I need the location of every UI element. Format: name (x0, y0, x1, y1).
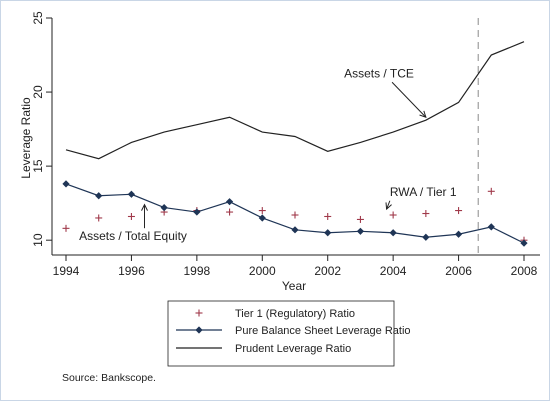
source-note: Source: Bankscope. (62, 372, 156, 384)
series-1-point-3 (160, 204, 168, 212)
x-tick-label-6: 2006 (445, 264, 472, 278)
x-ticks: 1994 1996 1998 2000 2002 2004 2006 2008 (53, 255, 538, 278)
annotations: Assets / TCE RWA / Tier 1 Assets / Total E… (79, 66, 457, 243)
y-axis-title: Leverage Ratio (19, 97, 33, 179)
annotation-0-arrow-head (419, 110, 427, 119)
x-tick-label-0: 1994 (53, 264, 80, 278)
legend-label-prudent: Prudent Leverage Ratio (235, 343, 351, 355)
x-tick-label-1: 1996 (118, 264, 145, 278)
annotation-2: Assets / Total Equity (79, 229, 187, 243)
series-1-point-10 (389, 229, 397, 237)
y-tick-label-1: 15 (31, 159, 45, 173)
legend-item-pure-balance: Pure Balance Sheet Leverage Ratio (176, 325, 411, 337)
series-0-point-8 (324, 212, 332, 220)
annotation-1-arrow-head (385, 202, 392, 211)
annotation-1: RWA / Tier 1 (390, 185, 457, 199)
annotation-0: Assets / TCE (344, 66, 414, 80)
y-tick-label-3: 25 (31, 11, 45, 25)
series-0-point-12 (455, 207, 463, 215)
series-1-point-13 (487, 223, 495, 231)
x-tick-label-3: 2000 (249, 264, 276, 278)
legend-label-tier1: Tier 1 (Regulatory) Ratio (235, 308, 355, 320)
legend-item-prudent: Prudent Leverage Ratio (176, 343, 351, 355)
series-1-point-11 (422, 233, 430, 241)
legend-label-pure-balance: Pure Balance Sheet Leverage Ratio (235, 325, 411, 337)
series-0-point-11 (422, 210, 430, 218)
series-layer (62, 41, 528, 247)
series-1-point-12 (454, 230, 463, 238)
series-0-point-13 (487, 187, 495, 195)
series-1-point-14 (520, 239, 528, 247)
y-tick-label-0: 10 (31, 233, 45, 247)
series-1-point-7 (291, 226, 299, 234)
series-2 (65, 41, 525, 160)
x-tick-label-4: 2002 (314, 264, 341, 278)
x-tick-label-5: 2004 (380, 264, 407, 278)
series-1-point-8 (324, 229, 332, 237)
series-0-point-9 (356, 215, 364, 223)
series-0-point-10 (389, 211, 397, 219)
series-2-line (65, 41, 525, 160)
y-ticks: 10 15 20 25 (31, 11, 52, 247)
y-tick-label-2: 20 (31, 85, 45, 99)
series-1-point-9 (356, 227, 365, 235)
series-0-point-0 (62, 224, 70, 232)
annotation-0-arrow-line (391, 81, 427, 118)
series-1 (62, 180, 528, 247)
series-1-point-4 (193, 208, 201, 216)
plus-marker-icon (195, 309, 203, 317)
legend-plus-marker (195, 309, 203, 317)
annotation-2-arrow-head (141, 203, 148, 211)
x-tick-label-7: 2008 (511, 264, 538, 278)
series-0-point-7 (291, 211, 299, 219)
x-tick-label-2: 1998 (184, 264, 211, 278)
series-1-point-5 (225, 198, 234, 206)
x-axis-title: Year (282, 279, 306, 293)
legend-diamond-marker (195, 326, 203, 334)
series-1-point-1 (95, 192, 103, 200)
series-0-point-2 (127, 212, 135, 220)
series-0-point-5 (226, 208, 234, 216)
series-0-point-6 (258, 207, 266, 215)
legend-item-tier1: Tier 1 (Regulatory) Ratio (195, 308, 355, 320)
series-1-point-0 (62, 180, 70, 188)
line-diamond-marker-icon (176, 326, 222, 334)
series-1-point-2 (127, 190, 136, 198)
series-1-point-6 (258, 214, 266, 222)
series-0-point-1 (95, 214, 103, 222)
annotation-1-arrow-line (386, 200, 391, 210)
legend-box (167, 300, 395, 367)
